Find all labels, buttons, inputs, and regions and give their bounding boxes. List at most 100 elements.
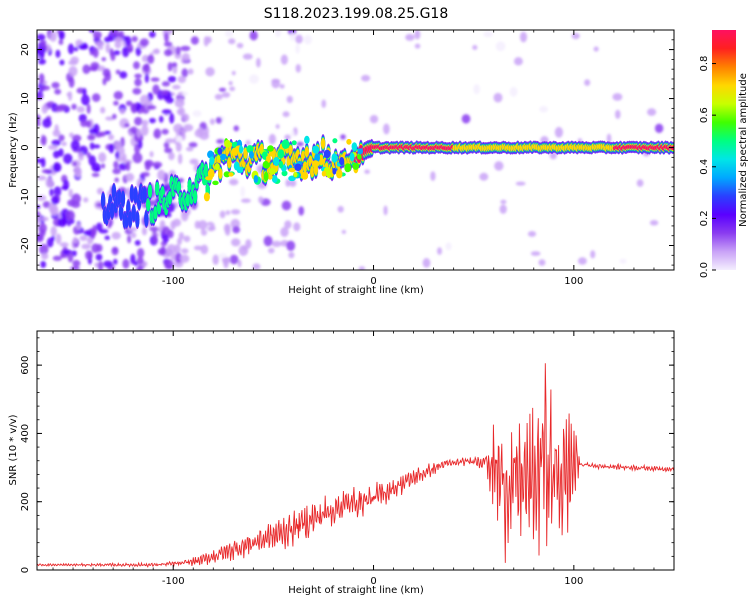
spectrogram-ridge-cell	[135, 211, 140, 228]
spectrogram-noise-blob	[71, 134, 82, 142]
spectrogram-ridge-cell	[145, 197, 151, 212]
spectrogram-noise-blob	[493, 92, 503, 103]
spectrogram-ridge-cell	[304, 146, 310, 158]
spectrogram-noise-blob	[51, 139, 61, 146]
spectrogram-noise-blob	[139, 38, 149, 47]
spectrogram-noise-blob	[50, 235, 55, 242]
spectrogram-noise-blob	[41, 104, 48, 114]
spectrogram-noise-blob	[103, 260, 113, 268]
spectrogram-noise-blob	[83, 197, 89, 203]
spectrogram-noise-blob	[90, 228, 96, 240]
spectrogram-noise-blob	[369, 114, 379, 124]
spectrogram-noise-blob	[554, 126, 564, 138]
spectrogram-noise-blob	[97, 260, 104, 270]
colorbar-tick-label: 0.2	[699, 210, 710, 226]
spectrogram-noise-blob	[212, 254, 219, 266]
spectrogram-noise-blob	[91, 65, 98, 72]
spectrogram-noise-blob	[178, 107, 186, 117]
spectrogram-noise-blob	[67, 43, 74, 55]
spectrogram-noise-blob	[181, 53, 190, 62]
spectrogram-noise-blob	[189, 158, 199, 165]
spectrogram-noise-blob	[108, 143, 115, 154]
spectrogram-noise-blob	[203, 36, 209, 47]
spectrogram-noise-blob	[615, 109, 621, 119]
spectrogram-noise-blob	[187, 68, 194, 75]
spectrogram-noise-blob	[92, 47, 99, 58]
snr-plot-area	[37, 331, 674, 570]
spectrogram-noise-blob	[76, 222, 82, 231]
spectrogram-noise-blob	[181, 68, 189, 78]
spectrogram-noise-blob	[113, 258, 118, 265]
spectrogram-noise-blob	[101, 163, 106, 169]
spectrogram-noise-blob	[86, 103, 91, 114]
spectrogram-ridge-layer	[100, 134, 674, 230]
spectrogram-image	[37, 30, 674, 270]
spectrogram-ridge-blob	[238, 145, 244, 154]
spectrogram-noise-blob	[134, 73, 142, 79]
spectrogram-noise-blob	[286, 240, 296, 251]
spectrogram-noise-blob	[63, 153, 73, 165]
spectrogram-noise-blob	[141, 119, 149, 127]
spectrogram-noise-blob	[177, 75, 187, 84]
spectrogram-ridge-blob	[207, 168, 215, 179]
x-tick-label: 0	[370, 276, 376, 287]
spectrogram-noise-blob	[152, 84, 160, 95]
spectrogram-ridge-blob	[268, 168, 276, 175]
spectrogram-noise-blob	[50, 205, 59, 216]
spectrogram-noise-blob	[218, 253, 228, 259]
spectrogram-ridge-blob	[233, 147, 239, 156]
spectrogram-noise-blob	[92, 31, 102, 39]
spectrogram-noise-blob	[141, 125, 149, 136]
spectrogram-noise-blob	[275, 124, 280, 129]
spectrogram-noise-blob	[58, 134, 65, 142]
spectrogram-noise-blob	[126, 43, 134, 53]
snr-frame	[36, 330, 675, 571]
spectrogram-noise-blob	[647, 108, 657, 116]
spectrogram-ridge-blob	[357, 148, 363, 155]
spectrogram-ridge-blob	[277, 149, 285, 159]
spectrogram-noise-blob	[289, 179, 297, 187]
spectrogram-noise-blob	[245, 239, 252, 249]
spectrogram-noise-blob	[180, 45, 191, 52]
spectrogram-ridge-blob	[220, 153, 227, 161]
spectrogram-noise-blob	[130, 232, 137, 239]
spectrogram-noise-blob	[337, 205, 344, 213]
spectrogram-noise-blob	[414, 43, 421, 49]
spectrogram-noise-blob	[321, 99, 327, 108]
spectrogram-noise-blob	[177, 135, 183, 144]
y-tick-label: 20	[20, 43, 31, 56]
spectrogram-noise-blob	[105, 42, 111, 54]
snr-panel: -100 0 100 0 200 400 600 Height of straight li…	[8, 330, 675, 596]
snr-series-line	[37, 363, 674, 568]
spectrogram-noise-blob	[280, 54, 288, 65]
spectrogram-noise-blob	[137, 139, 143, 149]
spectrogram-ridge-blob	[352, 162, 360, 170]
spectrogram-noise-blob	[144, 63, 150, 73]
spectrogram-ridge-cell	[225, 145, 230, 157]
spectrogram-noise-blob	[141, 171, 150, 177]
spectrogram-noise-blob	[149, 226, 159, 232]
spectrogram-ridge-blob	[205, 176, 213, 181]
spectrogram-noise-blob	[57, 104, 68, 110]
spectrogram-ridge-blob	[267, 145, 274, 152]
colorbar: 0.0 0.2 0.4 0.6 0.8 Normalized spectral ampl…	[699, 30, 749, 278]
spectrogram-noise-blob	[612, 93, 623, 101]
spectrogram-noise-blob	[256, 57, 261, 68]
spectrogram-ridge-blob	[271, 174, 278, 183]
spectrogram-noise-blob	[340, 134, 346, 140]
spectrogram-noise-blob	[298, 206, 305, 216]
spectrogram-noise-blob	[577, 257, 587, 265]
spectrogram-noise-blob	[289, 32, 296, 42]
spectrogram-noise-blob	[102, 68, 111, 78]
spectrogram-noise-blob	[78, 44, 89, 50]
spectrogram-noise-blob	[51, 195, 59, 205]
y-tick-label: 10	[20, 92, 31, 105]
spectrogram-noise-blob	[127, 234, 132, 244]
spectrogram-ridge-blob	[294, 163, 302, 171]
spectrogram-noise-blob	[47, 144, 58, 150]
spectrogram-ridge-blob	[357, 154, 362, 160]
spectrogram-noise-blob	[179, 128, 188, 134]
spectrogram-noise-blob	[252, 263, 261, 270]
colorbar-tick-label: 0.4	[699, 159, 710, 175]
